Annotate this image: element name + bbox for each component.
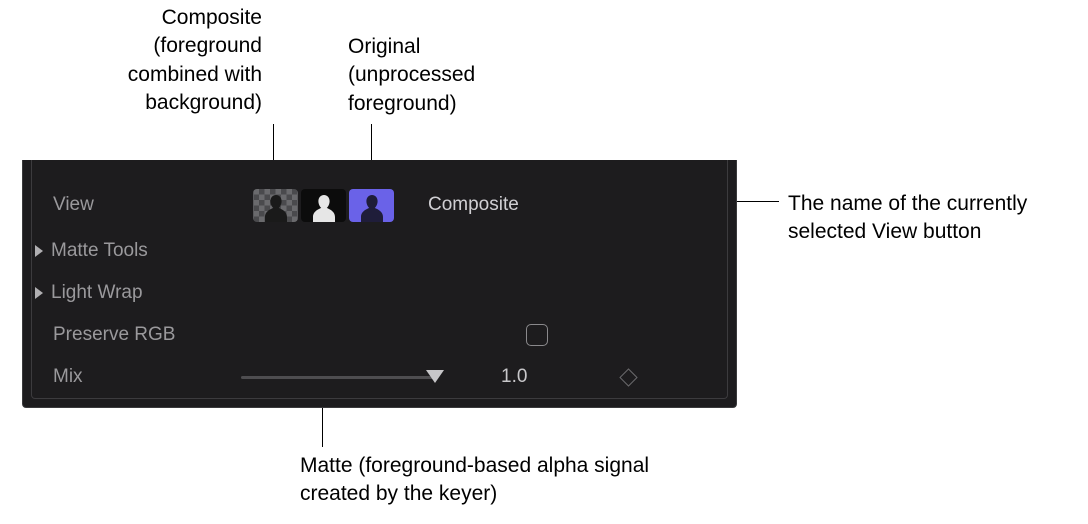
disclosure-triangle-icon[interactable] [35,245,43,257]
matte-tools-label: Matte Tools [51,240,221,262]
keyframe-diamond-icon[interactable] [620,368,638,386]
disclosure-triangle-icon[interactable] [35,287,43,299]
matte-tools-row[interactable]: Matte Tools [23,230,736,272]
annotation-matte: Matte (foreground-based alpha signal cre… [300,452,720,509]
view-buttons-group [253,189,394,222]
view-original-button[interactable] [349,189,394,222]
silhouette-icon [357,192,387,222]
view-matte-button[interactable] [301,189,346,222]
preserve-rgb-label: Preserve RGB [53,324,223,346]
view-name-label: Composite [428,194,519,216]
silhouette-icon [309,192,339,222]
mix-value[interactable]: 1.0 [501,366,527,388]
annotation-viewname: The name of the currently selected View … [788,190,1048,247]
annotation-composite: Composite (foreground combined with back… [62,4,262,117]
slider-thumb-icon[interactable] [426,370,444,383]
silhouette-icon [261,192,291,222]
slider-track[interactable] [241,376,436,379]
view-composite-button[interactable] [253,189,298,222]
inspector-panel: View Composite Matte Tools [22,160,737,408]
annotation-original: Original (unprocessed foreground) [348,33,528,118]
preserve-rgb-checkbox[interactable] [526,324,548,346]
view-label: View [53,194,223,216]
mix-row: Mix 1.0 [23,356,736,398]
view-row: View Composite [23,180,736,230]
light-wrap-row[interactable]: Light Wrap [23,272,736,314]
preserve-rgb-row: Preserve RGB [23,314,736,356]
mix-slider[interactable] [241,376,436,379]
light-wrap-label: Light Wrap [51,282,221,304]
mix-label: Mix [53,366,223,388]
